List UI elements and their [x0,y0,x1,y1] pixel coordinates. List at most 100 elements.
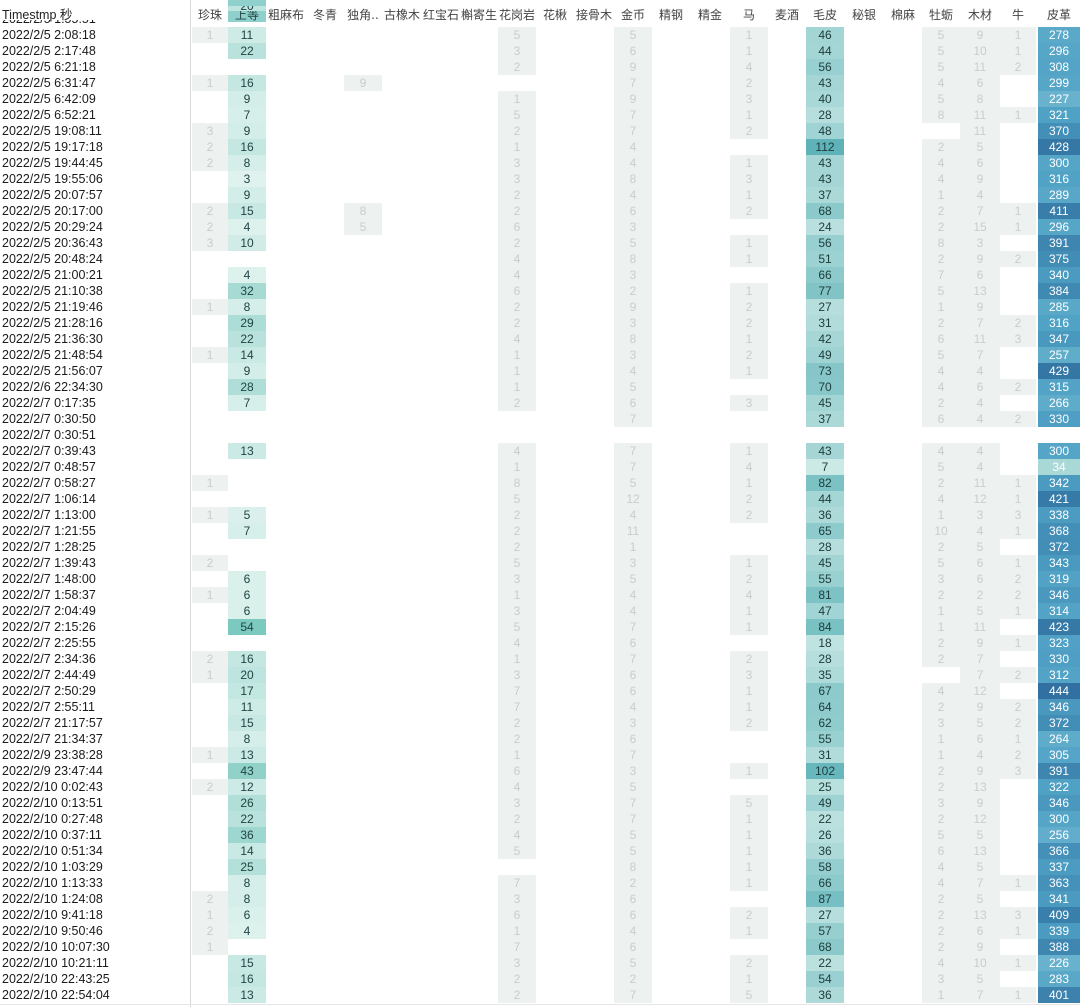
cell-mucai: 4 [960,747,1000,763]
cell-pige: 330 [1038,651,1080,667]
column-header-pige[interactable]: 皮革 [1046,8,1071,22]
cell-ma: 4 [730,59,768,75]
cell-mucai: 9 [960,299,1000,315]
cell-zhenzhu: 1 [192,27,228,43]
cell-jinbi: 7 [614,619,652,635]
cell-ma: 1 [730,363,768,379]
cell-niu: 1 [1000,27,1036,43]
cell-mucai: 9 [960,795,1000,811]
column-header-dujiao[interactable]: 独角.. [347,8,379,22]
cell-ma: 3 [730,91,768,107]
column-header-huajiao[interactable]: 花楸 [542,8,567,22]
row-timestamp: 2022/2/7 2:44:49 [2,668,96,682]
cell-jinbi: 7 [614,459,652,475]
cell-mucai: 12 [960,491,1000,507]
column-header-dongqing[interactable]: 冬青 [312,8,337,22]
column-header-guxiangmu[interactable]: 古橡木 [383,8,420,22]
cell-maopi: 64 [806,699,844,715]
cell-huagangyan: 7 [498,699,536,715]
cell-pige: 305 [1038,747,1080,763]
cell-muli: 1 [922,299,960,315]
cell-maopi: 28 [806,651,844,667]
cell-jinbi: 8 [614,331,652,347]
cell-pige: 423 [1038,619,1080,635]
column-header-cumabu[interactable]: 粗麻布 [267,8,304,22]
cell-muli: 1 [922,747,960,763]
cell-pige: 314 [1038,603,1080,619]
cell-huagangyan: 5 [498,843,536,859]
column-header-mucai[interactable]: 木材 [967,8,992,22]
column-header-miyin[interactable]: 秘银 [851,8,876,22]
cell-shangdeng: 6 [228,571,266,587]
cell-huagangyan: 1 [498,587,536,603]
row-timestamp: 2022/2/7 0:17:35 [2,396,96,410]
cell-muli: 2 [922,315,960,331]
row-timestamp: 2022/2/5 21:10:38 [2,284,103,298]
cell-muli: 2 [922,907,960,923]
cell-maopi: 42 [806,331,844,347]
cell-jinbi: 3 [614,347,652,363]
row-timestamp: 2022/2/5 21:28:16 [2,316,103,330]
cell-niu: 1 [1000,491,1036,507]
cell-jinbi: 6 [614,891,652,907]
column-header-jingjin[interactable]: 精金 [697,8,722,22]
column-header-niu[interactable]: 牛 [1011,8,1024,22]
column-header-jinggang[interactable]: 精钢 [658,8,683,22]
cell-huagangyan: 4 [498,635,536,651]
column-header-shujisheng[interactable]: 槲寄生 [460,8,497,22]
cell-jinbi: 8 [614,251,652,267]
cell-maopi: 102 [806,763,844,779]
cell-mucai: 9 [960,939,1000,955]
column-header-shangdeng[interactable]: 上等 [228,0,266,22]
cell-muli: 2 [922,811,960,827]
cell-mucai: 6 [960,155,1000,171]
cell-huagangyan: 3 [498,43,536,59]
cell-ma: 2 [730,315,768,331]
cell-muli: 4 [922,875,960,891]
column-header-zhenzhu[interactable]: 珍珠 [197,8,222,22]
cell-niu: 1 [1000,875,1036,891]
row-timestamp: 2022/2/7 2:50:29 [2,684,96,698]
cell-huagangyan: 2 [498,187,536,203]
cell-mucai: 6 [960,267,1000,283]
cell-huagangyan: 1 [498,379,536,395]
column-header-maopi[interactable]: 毛皮 [812,8,837,22]
column-header-mianma[interactable]: 棉麻 [890,8,915,22]
column-header-huagangyan[interactable]: 花岗岩 [498,8,535,22]
cell-pige: 428 [1038,139,1080,155]
column-header-jiegumu[interactable]: 接骨木 [575,8,612,22]
row-timestamp: 2022/2/5 19:17:18 [2,140,103,154]
cell-maopi: 37 [806,411,844,427]
cell-maopi: 36 [806,843,844,859]
cell-niu: 1 [1000,203,1036,219]
column-header-hongbaoshi[interactable]: 红宝石 [422,8,459,22]
column-header-jinbi[interactable]: 金币 [620,8,645,22]
cell-shangdeng: 14 [228,347,266,363]
cell-niu: 1 [1000,635,1036,651]
cell-pige: 330 [1038,411,1080,427]
cell-maopi: 18 [806,635,844,651]
cell-jinbi: 9 [614,59,652,75]
cell-muli: 4 [922,683,960,699]
cell-jinbi: 4 [614,923,652,939]
cell-niu: 2 [1000,379,1036,395]
row-timestamp: 2022/2/10 1:13:33 [2,876,103,890]
cell-huagangyan: 4 [498,443,536,459]
row-timestamp: 2022/2/10 0:13:51 [2,796,103,810]
cell-ma: 1 [730,107,768,123]
cell-pige: 370 [1038,123,1080,139]
cell-muli: 5 [922,827,960,843]
column-header-maijiu[interactable]: 麦酒 [774,8,799,22]
cell-jinbi: 7 [614,107,652,123]
column-header-ts[interactable]: Timestmp 秒 [2,8,73,22]
cell-ma: 2 [730,491,768,507]
cell-jinbi: 4 [614,507,652,523]
cell-niu: 1 [1000,731,1036,747]
cell-zhenzhu: 2 [192,651,228,667]
cell-mucai: 7 [960,203,1000,219]
cell-mucai: 10 [960,955,1000,971]
cell-dujiao: 8 [344,203,382,219]
column-header-muli[interactable]: 牡蛎 [928,8,953,22]
cell-pige: 316 [1038,171,1080,187]
column-header-ma[interactable]: 马 [742,8,755,22]
